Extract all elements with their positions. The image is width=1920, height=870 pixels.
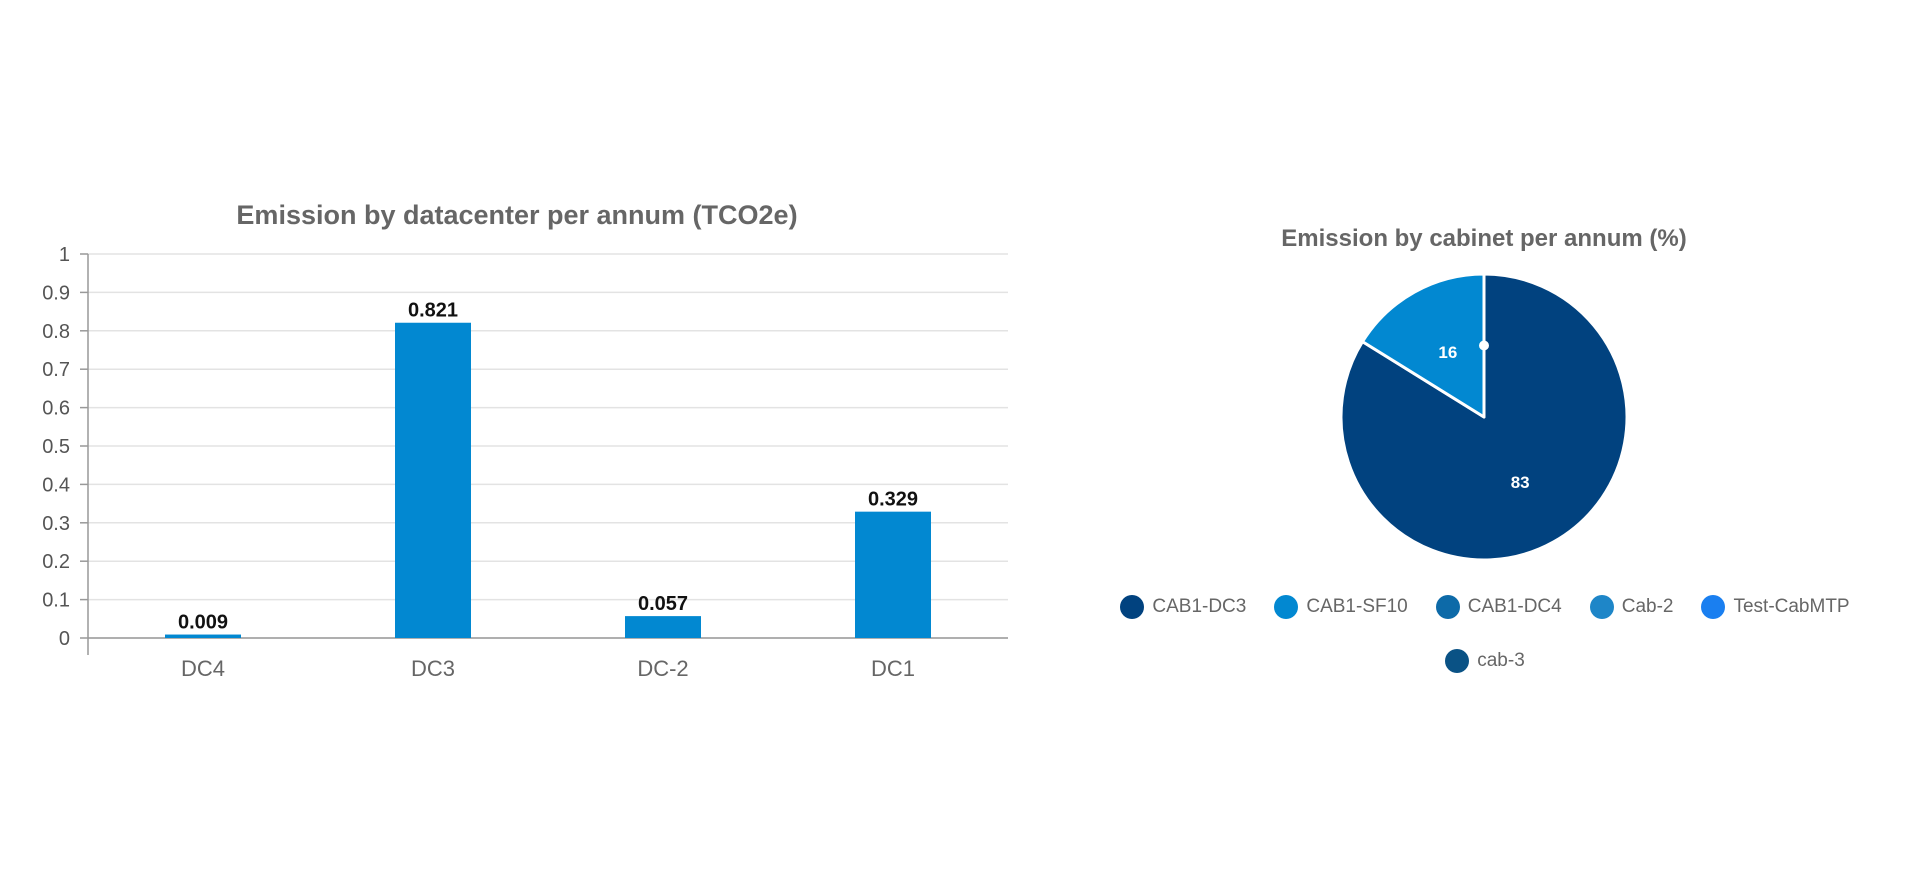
legend-label: CAB1-SF10 — [1306, 596, 1408, 617]
pie-slice-label: 83 — [1511, 473, 1530, 492]
x-category-label: DC-2 — [637, 656, 688, 681]
bar-value-label: 0.329 — [868, 489, 918, 511]
bar-dc3[interactable] — [395, 322, 471, 638]
bar-dc4[interactable] — [165, 634, 241, 638]
y-tick-label: 1 — [59, 244, 70, 266]
legend-swatch — [1445, 649, 1470, 673]
bar-dc-2[interactable] — [625, 616, 701, 638]
y-tick-label: 0.7 — [42, 359, 70, 381]
bar-chart-value-labels: 0.009 0.821 0.057 0.329 — [178, 300, 918, 634]
legend-swatch — [1120, 595, 1145, 619]
legend-item-cab1-dc4[interactable]: CAB1-DC4 — [1435, 590, 1562, 624]
bar-value-label: 0.057 — [638, 593, 688, 615]
x-category-label: DC1 — [871, 656, 915, 681]
x-category-label: DC4 — [181, 656, 225, 681]
legend-label: Cab-2 — [1621, 596, 1674, 617]
legend-item-cab-3[interactable]: cab-3 — [1445, 644, 1525, 678]
legend-label: Test-CabMTP — [1733, 596, 1850, 617]
bar-chart-bars — [165, 322, 931, 638]
pie-chart: Emission by cabinet per annum (%) 83 16 — [1281, 225, 1687, 562]
y-tick-label: 0.6 — [42, 398, 70, 420]
pie-chart-slices — [1339, 272, 1629, 562]
legend-item-cab1-sf10[interactable]: CAB1-SF10 — [1274, 590, 1408, 624]
y-tick-label: 0 — [59, 628, 70, 650]
bar-value-label: 0.009 — [178, 612, 228, 634]
y-tick-label: 0.9 — [42, 282, 70, 304]
x-category-label: DC3 — [411, 656, 455, 681]
y-tick-label: 0.3 — [42, 513, 70, 535]
legend-swatch — [1589, 595, 1614, 619]
pie-slice-label: 16 — [1438, 343, 1457, 362]
legend-swatch — [1435, 595, 1460, 619]
pie-chart-slice-labels: 83 16 — [1438, 340, 1530, 492]
bar-chart-title: Emission by datacenter per annum (TCO2e) — [236, 200, 797, 230]
pie-chart-legend: CAB1-DC3 CAB1-SF10 CAB1-DC4 Cab-2 Test-CabMT… — [1085, 590, 1885, 678]
legend-item-cab-2[interactable]: Cab-2 — [1589, 590, 1674, 624]
pie-slice-cab1-dc3[interactable] — [1339, 272, 1629, 562]
pie-hover-handle — [1479, 340, 1489, 351]
legend-label: CAB1-DC4 — [1467, 596, 1562, 617]
legend-item-test-cabmtp[interactable]: Test-CabMTP — [1701, 590, 1850, 624]
y-tick-label: 0.1 — [42, 590, 70, 612]
legend-item-cab1-dc3[interactable]: CAB1-DC3 — [1120, 590, 1246, 624]
y-tick-label: 0.4 — [42, 474, 70, 496]
bar-dc1[interactable] — [855, 511, 931, 638]
legend-label: cab-3 — [1477, 650, 1525, 671]
bar-chart-axes — [87, 254, 1008, 655]
bar-chart-gridlines — [88, 253, 1008, 639]
pie-chart-title: Emission by cabinet per annum (%) — [1281, 225, 1686, 252]
bar-chart-y-ticks: 0 0.1 0.2 0.3 0.4 0.5 0.6 0.7 0.8 0.9 1 — [42, 244, 88, 650]
y-tick-label: 0.2 — [42, 551, 70, 573]
pie-slice-cab1-sf10[interactable] — [1360, 272, 1486, 419]
bar-value-label: 0.821 — [408, 300, 458, 322]
bar-chart: Emission by datacenter per annum (TCO2e)… — [42, 200, 1008, 681]
bar-chart-category-labels: DC4 DC3 DC-2 DC1 — [181, 656, 915, 681]
legend-swatch — [1274, 595, 1299, 619]
y-tick-label: 0.8 — [42, 321, 70, 343]
y-tick-label: 0.5 — [42, 436, 70, 458]
legend-swatch — [1701, 595, 1726, 619]
legend-label: CAB1-DC3 — [1152, 596, 1247, 617]
